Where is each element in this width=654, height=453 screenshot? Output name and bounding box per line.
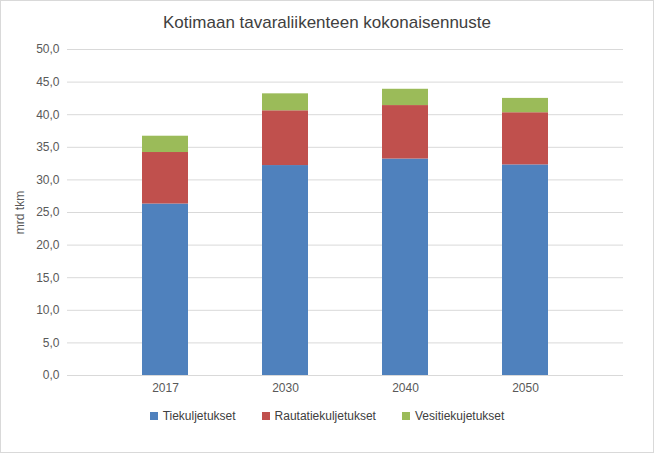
svg-text:20,0: 20,0: [36, 238, 60, 252]
svg-text:2040: 2040: [392, 381, 419, 395]
svg-text:2017: 2017: [152, 381, 179, 395]
svg-text:45,0: 45,0: [36, 75, 60, 89]
svg-text:50,0: 50,0: [36, 42, 60, 56]
html-text:Kotimaan tavaraliikenteen koko: Kotimaan tavaraliikenteen kokonaisennust…: [163, 13, 491, 32]
svg-text:5,0: 5,0: [43, 336, 60, 350]
html-text:Rautatiekuljetukset: Rautatiekuljetukset: [274, 409, 376, 423]
svg-text:10,0: 10,0: [36, 303, 60, 317]
svg-text:30,0: 30,0: [36, 173, 60, 187]
svg-text:15,0: 15,0: [36, 271, 60, 285]
html-text:Tiekuljetukset: Tiekuljetukset: [162, 409, 236, 423]
svg-text:25,0: 25,0: [36, 205, 60, 219]
svg-text:mrd tkm: mrd tkm: [13, 191, 27, 234]
svg-text:2030: 2030: [272, 381, 299, 395]
svg-text:40,0: 40,0: [36, 108, 60, 122]
html-text:Vesitiekujetukset: Vesitiekujetukset: [415, 409, 505, 423]
svg-text:2050: 2050: [512, 381, 539, 395]
svg-text:35,0: 35,0: [36, 140, 60, 154]
svg-text:0,0: 0,0: [43, 368, 60, 382]
